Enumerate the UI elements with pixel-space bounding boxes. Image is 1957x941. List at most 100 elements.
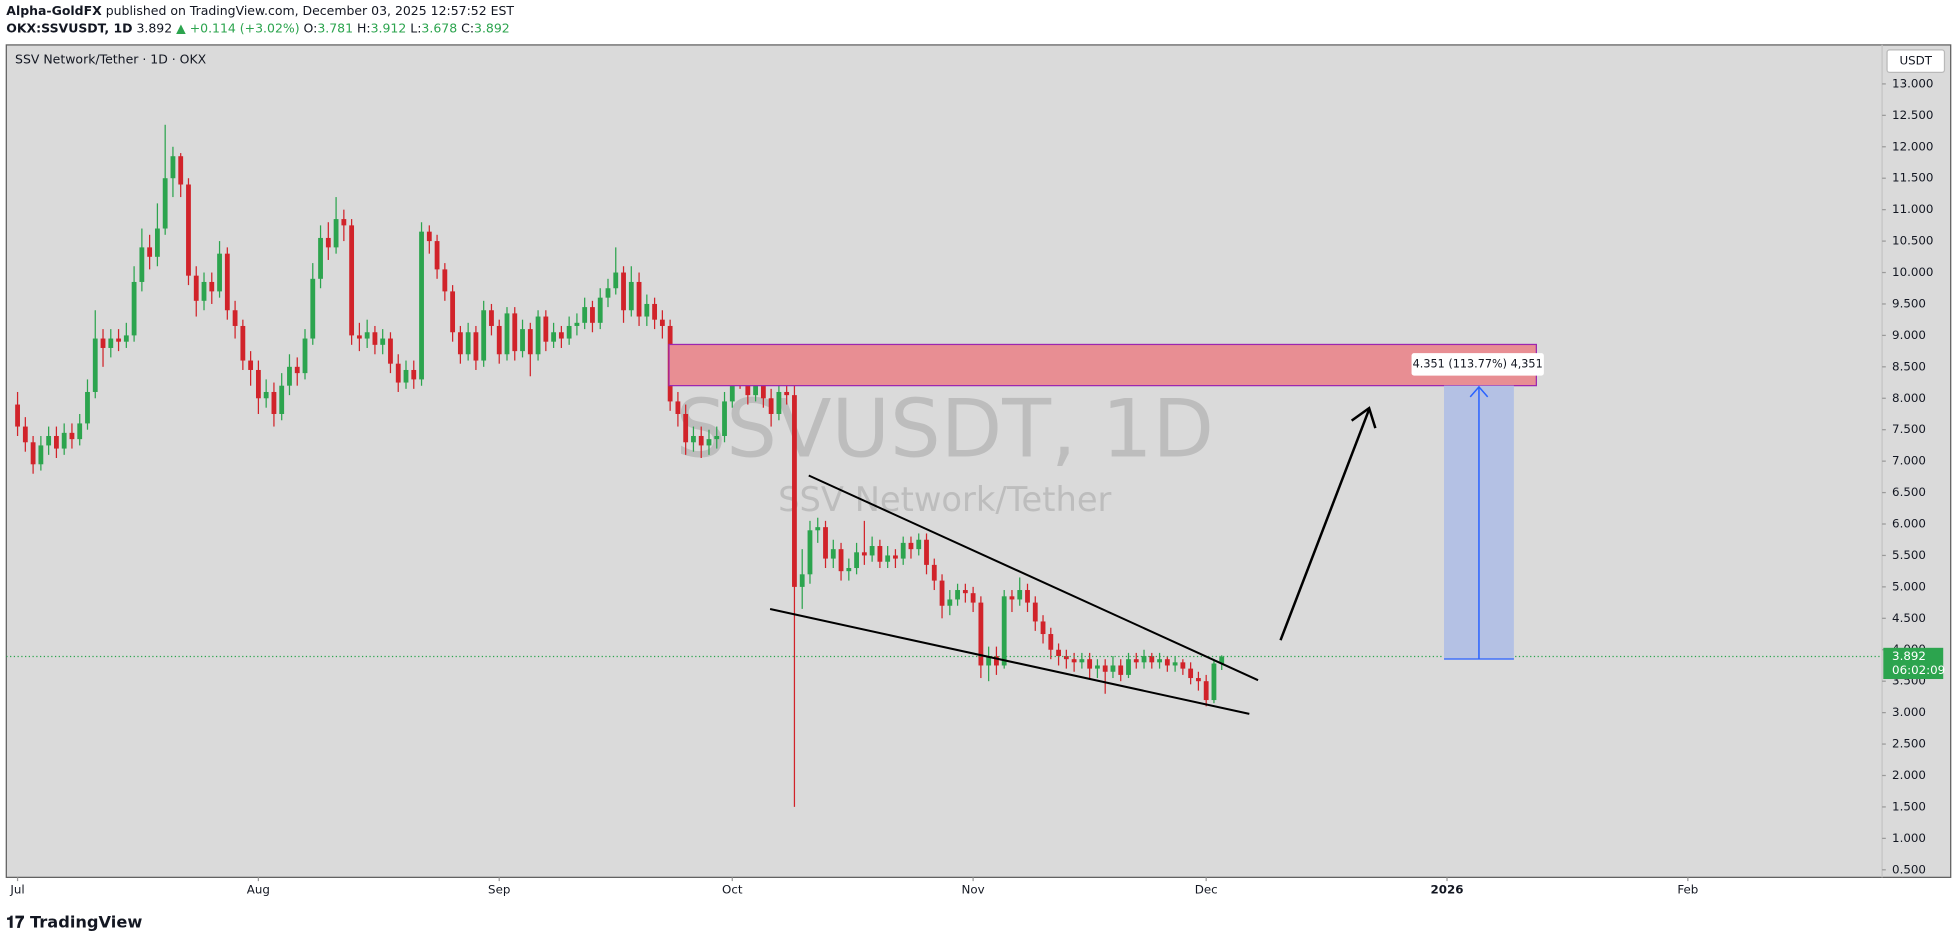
candle-body: [53, 435, 59, 449]
candle-body: [1188, 668, 1194, 679]
candle-body: [232, 310, 238, 326]
upper-trendline: [808, 474, 1259, 682]
symbol: OKX:SSVUSDT, 1D: [6, 20, 132, 35]
candle-body: [861, 552, 867, 556]
logo-text: TradingView: [30, 912, 142, 931]
candle-body: [574, 322, 580, 326]
candle-body: [1056, 649, 1061, 657]
published: published on TradingView.com, December 0…: [106, 3, 515, 18]
c-label: C:: [461, 20, 474, 35]
candle-body: [784, 391, 790, 396]
candle-body: [217, 253, 222, 292]
author: Alpha-GoldFX: [6, 3, 102, 18]
candle-body: [597, 297, 603, 323]
candle-body: [978, 602, 984, 666]
candle-body: [209, 281, 215, 292]
candle-body: [100, 338, 106, 348]
y-tick-label: 11.000: [1892, 202, 1933, 216]
candle-body: [939, 580, 945, 606]
countdown: 06:02:09: [1892, 663, 1945, 677]
measure-label-box: [1411, 353, 1544, 376]
candle-body: [325, 237, 331, 248]
candle-body: [527, 329, 533, 355]
y-tick-label: 7.500: [1892, 422, 1926, 436]
y-tick-label: 6.500: [1892, 485, 1926, 499]
o-label: O:: [304, 20, 318, 35]
y-tick-label: 8.000: [1892, 391, 1926, 405]
y-tick-label: 2.000: [1892, 768, 1926, 782]
candle-body: [1172, 662, 1178, 666]
candle-body: [1196, 678, 1201, 682]
candle-body: [1001, 596, 1007, 666]
candle-body: [535, 316, 541, 355]
candle-body: [931, 564, 937, 581]
candle-body: [722, 401, 727, 436]
candle-body: [403, 369, 409, 383]
candle-body: [426, 231, 432, 242]
o-value: 3.781: [317, 20, 353, 35]
candle-body: [388, 338, 393, 364]
candle-body: [349, 225, 355, 336]
candle-body: [271, 391, 277, 414]
projection-arrowhead: [1350, 406, 1377, 429]
candle-body: [962, 590, 968, 594]
x-tick-label: Feb: [1677, 882, 1698, 896]
candle-body: [1157, 659, 1162, 663]
y-tick-label: 10.000: [1892, 265, 1933, 279]
candle-body: [395, 363, 401, 383]
candle-body: [714, 435, 720, 440]
last-price-label: 3.892: [1892, 649, 1926, 663]
candle-body: [170, 156, 176, 179]
candle-body: [69, 432, 75, 440]
candle-body: [1180, 662, 1186, 669]
y-tick-label: 12.500: [1892, 108, 1933, 122]
candle-body: [955, 590, 960, 600]
candle-body: [1071, 659, 1077, 663]
candle-body: [590, 307, 595, 323]
candle-body: [380, 338, 386, 345]
candles: [6, 124, 1883, 807]
candle-body: [1149, 656, 1155, 663]
candle-body: [1079, 659, 1085, 663]
y-tick-label: 3.000: [1892, 705, 1926, 719]
candle-body: [186, 184, 191, 276]
candle-body: [450, 291, 456, 333]
candle-body: [154, 228, 160, 257]
candle-body: [900, 542, 906, 559]
y-tick-label: 1.000: [1892, 831, 1926, 845]
h-value: 3.912: [371, 20, 407, 35]
candle-body: [147, 247, 153, 257]
candle-body: [768, 398, 774, 414]
candle-body: [1133, 659, 1139, 663]
candle-body: [628, 281, 634, 311]
candle-body: [807, 530, 813, 575]
y-tick-label: 13.000: [1892, 76, 1933, 90]
candle-body: [131, 281, 137, 336]
candle-body: [706, 439, 712, 446]
currency-button[interactable]: [1886, 49, 1946, 74]
candle-body: [691, 435, 696, 443]
change: ▲ +0.114 (+3.02%): [176, 20, 299, 35]
candle-body: [605, 288, 611, 298]
candle-body: [1040, 621, 1046, 635]
candle-body: [776, 391, 782, 414]
candle-body: [279, 385, 285, 414]
candle-body: [201, 281, 207, 301]
candle-body: [815, 527, 821, 531]
candle-body: [644, 303, 650, 317]
candle-body: [419, 231, 424, 380]
candle-body: [1087, 659, 1093, 669]
candle-body: [753, 379, 759, 396]
candle-body: [1102, 665, 1108, 672]
candle-body: [908, 542, 914, 550]
candle-body: [1017, 590, 1023, 600]
candle-body: [61, 432, 67, 449]
candle-body: [846, 568, 852, 572]
candle-body: [970, 593, 976, 603]
candle-body: [512, 313, 518, 352]
candle-body: [924, 539, 929, 565]
candle-body: [139, 247, 145, 282]
candle-body: [1032, 602, 1038, 622]
x-tick-label: Nov: [962, 882, 985, 896]
